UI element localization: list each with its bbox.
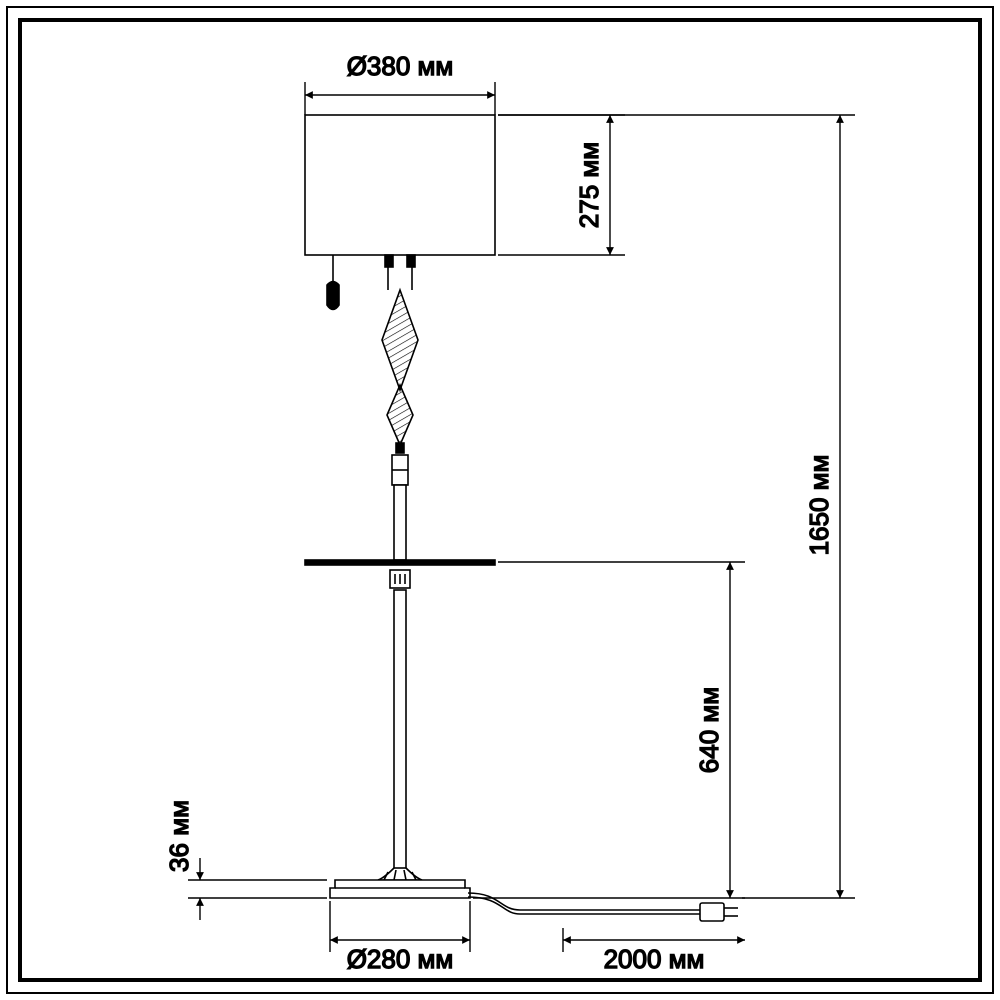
dimension-lines: Ø380 мм 275 мм 1650 мм 640 мм bbox=[164, 51, 855, 974]
lamp-base bbox=[330, 880, 470, 898]
dim-base-height: 36 мм bbox=[164, 800, 327, 920]
lamp-dimension-diagram: Ø380 мм 275 мм 1650 мм 640 мм bbox=[0, 0, 1000, 1000]
label-shade-diameter: Ø380 мм bbox=[347, 51, 454, 81]
dim-total-height: 1650 мм bbox=[498, 115, 855, 898]
decorative-spindle-icon bbox=[382, 290, 418, 453]
base-flare-icon bbox=[378, 868, 422, 880]
label-base-height: 36 мм bbox=[164, 800, 194, 872]
label-base-diameter: Ø280 мм bbox=[347, 944, 454, 974]
label-shade-height: 275 мм bbox=[574, 142, 604, 228]
lamp-tray bbox=[305, 560, 495, 588]
label-cord-length: 2000 мм bbox=[604, 944, 705, 974]
power-cord-icon bbox=[468, 893, 738, 921]
dim-shade-height: 275 мм bbox=[498, 115, 625, 255]
lamp-shade bbox=[305, 115, 495, 255]
dim-base-diameter: Ø280 мм bbox=[330, 901, 470, 974]
label-total-height: 1650 мм bbox=[804, 455, 834, 556]
lamp-pole-lower bbox=[394, 590, 406, 868]
lamp-pole-upper bbox=[394, 485, 406, 560]
dim-tray-height: 640 мм bbox=[473, 562, 745, 898]
lamp-drawing bbox=[305, 115, 738, 921]
dim-shade-diameter: Ø380 мм bbox=[305, 51, 495, 115]
label-tray-height: 640 мм bbox=[694, 687, 724, 773]
pull-tassel-icon bbox=[327, 255, 339, 310]
dim-cord-length: 2000 мм bbox=[563, 928, 745, 974]
